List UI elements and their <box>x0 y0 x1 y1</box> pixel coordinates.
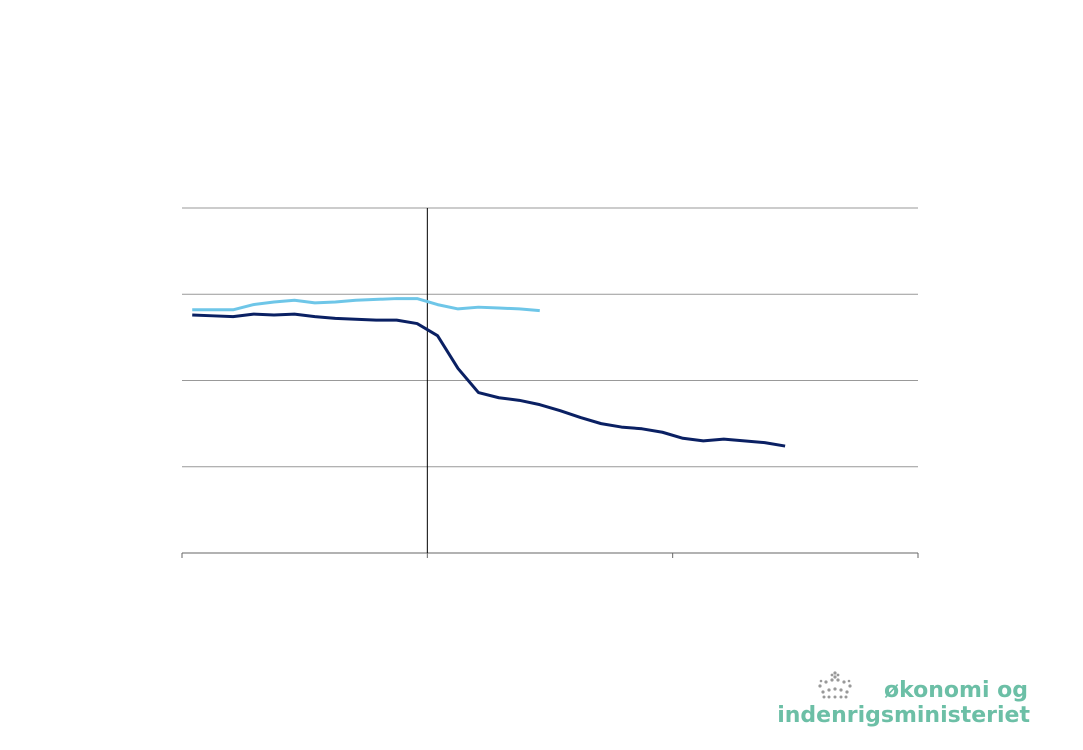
series-line <box>192 297 540 313</box>
crown-icon <box>818 671 852 699</box>
logo-line1: økonomi og <box>884 678 1028 703</box>
logo-line2: indenrigsministeriet <box>777 703 1030 728</box>
series-line <box>192 312 786 448</box>
logo: økonomi og indenrigsministeriet <box>777 671 1030 728</box>
